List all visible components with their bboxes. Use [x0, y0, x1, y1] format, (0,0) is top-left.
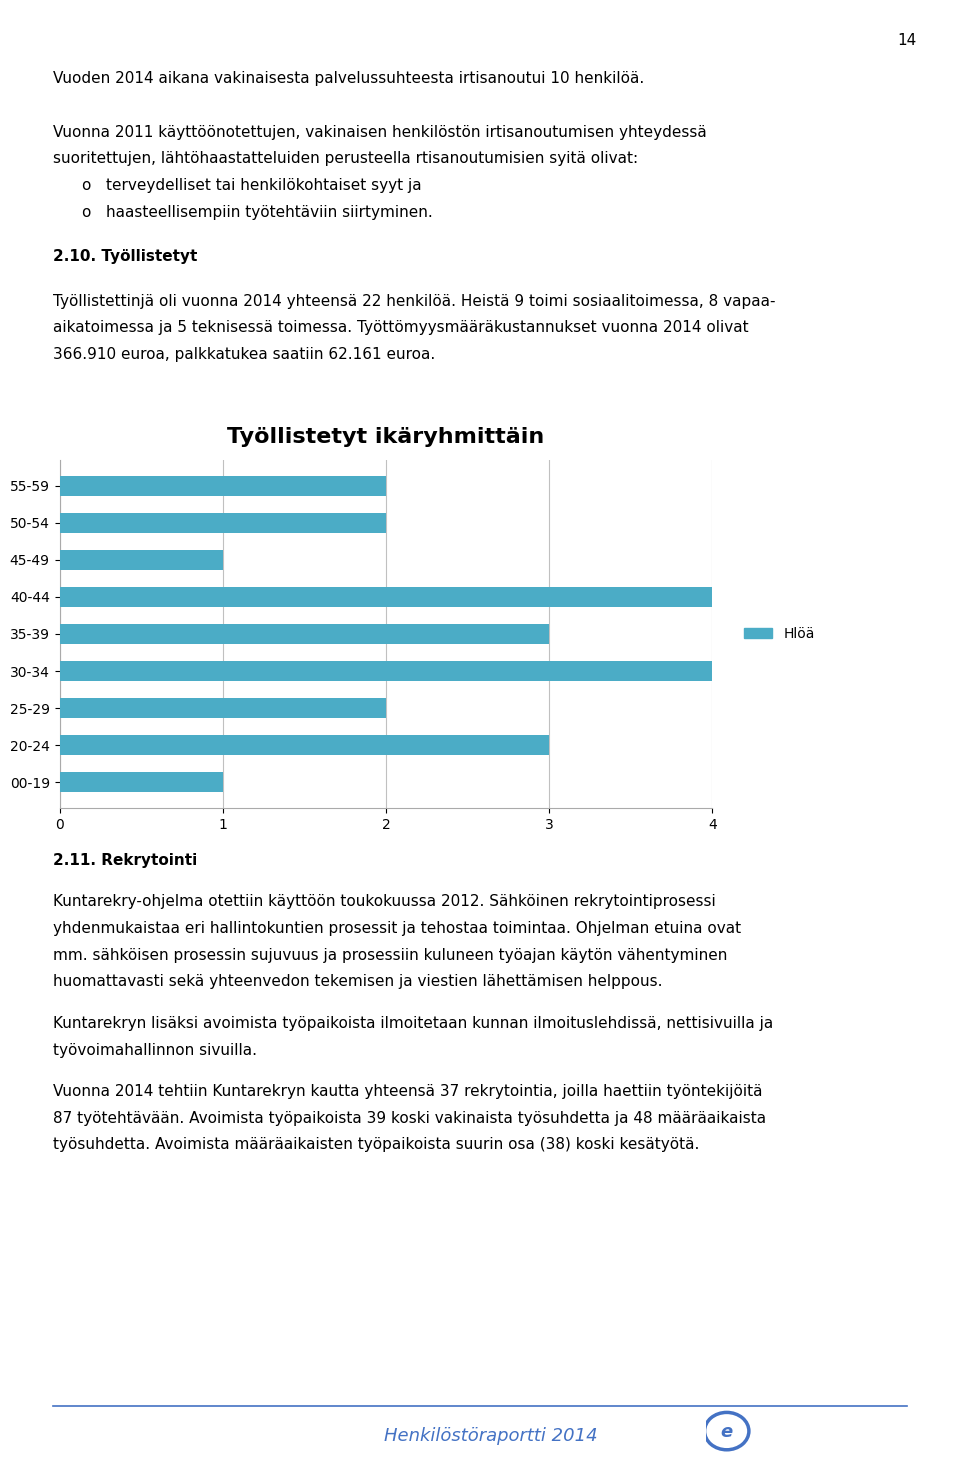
- Text: 2.11. Rekrytointi: 2.11. Rekrytointi: [53, 853, 197, 868]
- Bar: [60, 773, 223, 792]
- Text: Vuoden 2014 aikana vakinaisesta palvelussuhteesta irtisanoutui 10 henkilöä.: Vuoden 2014 aikana vakinaisesta palvelus…: [53, 71, 644, 86]
- Text: työvoimahallinnon sivuilla.: työvoimahallinnon sivuilla.: [53, 1043, 257, 1057]
- Text: 14: 14: [898, 33, 917, 47]
- Text: Vuonna 2011 käyttöönotettujen, vakinaisen henkilöstön irtisanoutumisen yhteydess: Vuonna 2011 käyttöönotettujen, vakinaise…: [53, 125, 707, 139]
- Title: Työllistetyt ikäryhmittäin: Työllistetyt ikäryhmittäin: [228, 427, 544, 446]
- Text: työsuhdetta. Avoimista määräaikaisten työpaikoista suurin osa (38) koski kesätyö: työsuhdetta. Avoimista määräaikaisten ty…: [53, 1137, 699, 1152]
- Text: 2.10. Työllistetyt: 2.10. Työllistetyt: [53, 249, 197, 264]
- Bar: [60, 661, 712, 681]
- Text: Kuntarekryn lisäksi avoimista työpaikoista ilmoitetaan kunnan ilmoituslehdissä, : Kuntarekryn lisäksi avoimista työpaikois…: [53, 1016, 773, 1031]
- Bar: [60, 550, 223, 569]
- Text: Työllistettinjä oli vuonna 2014 yhteensä 22 henkilöä. Heistä 9 toimi sosiaalitoi: Työllistettinjä oli vuonna 2014 yhteensä…: [53, 294, 776, 308]
- Text: 366.910 euroa, palkkatukea saatiin 62.161 euroa.: 366.910 euroa, palkkatukea saatiin 62.16…: [53, 347, 435, 362]
- Bar: [60, 698, 386, 718]
- Bar: [60, 624, 549, 644]
- Text: yhdenmukaistaa eri hallintokuntien prosessit ja tehostaa toimintaa. Ohjelman etu: yhdenmukaistaa eri hallintokuntien prose…: [53, 921, 741, 936]
- Bar: [60, 476, 386, 495]
- Text: Vuonna 2014 tehtiin Kuntarekryn kautta yhteensä 37 rekrytointia, joilla haettiin: Vuonna 2014 tehtiin Kuntarekryn kautta y…: [53, 1084, 762, 1099]
- Text: Kuntarekry-ohjelma otettiin käyttöön toukokuussa 2012. Sähköinen rekrytointipros: Kuntarekry-ohjelma otettiin käyttöön tou…: [53, 894, 715, 909]
- Text: suoritettujen, lähtöhaastatteluiden perusteella rtisanoutumisien syitä olivat:: suoritettujen, lähtöhaastatteluiden peru…: [53, 151, 638, 166]
- Legend: Hlöä: Hlöä: [739, 621, 820, 647]
- Text: 87 työtehtävään. Avoimista työpaikoista 39 koski vakinaista työsuhdetta ja 48 mä: 87 työtehtävään. Avoimista työpaikoista …: [53, 1111, 766, 1126]
- Bar: [60, 736, 549, 755]
- Text: huomattavasti sekä yhteenvedon tekemisen ja viestien lähettämisen helppous.: huomattavasti sekä yhteenvedon tekemisen…: [53, 974, 662, 989]
- Bar: [60, 513, 386, 532]
- Text: aikatoimessa ja 5 teknisessä toimessa. Työttömyysmääräkustannukset vuonna 2014 o: aikatoimessa ja 5 teknisessä toimessa. T…: [53, 320, 749, 335]
- Text: Henkilöstöraportti 2014: Henkilöstöraportti 2014: [384, 1427, 598, 1444]
- Text: mm. sähköisen prosessin sujuvuus ja prosessiin kuluneen työajan käytön vähentymi: mm. sähköisen prosessin sujuvuus ja pros…: [53, 948, 727, 962]
- Text: o   haasteellisempiin työtehtäviin siirtyminen.: o haasteellisempiin työtehtäviin siirtym…: [82, 205, 432, 219]
- Text: e: e: [721, 1424, 732, 1441]
- Text: o   terveydelliset tai henkilökohtaiset syyt ja: o terveydelliset tai henkilökohtaiset sy…: [82, 178, 421, 193]
- Bar: [60, 587, 712, 607]
